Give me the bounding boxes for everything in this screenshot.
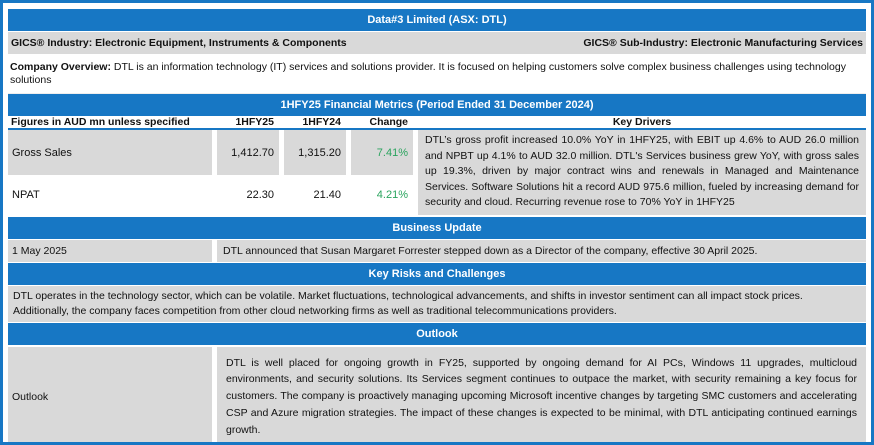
npat-metric-cell: NPAT bbox=[8, 175, 212, 216]
company-overview-text: DTL is an information technology (IT) se… bbox=[10, 61, 846, 87]
gross-sales-1hfy24-value: 1,315.20 bbox=[284, 130, 346, 176]
gics-industry-label: GICS® Industry: Electronic Equipment, In… bbox=[11, 37, 347, 49]
financial-metrics-header: 1HFY25 Financial Metrics (Period Ended 3… bbox=[8, 94, 866, 117]
key-risks-text: DTL operates in the technology sector, w… bbox=[8, 286, 866, 322]
key-risks-header: Key Risks and Challenges bbox=[8, 263, 866, 286]
outlook-label-cell: Outlook bbox=[8, 346, 212, 442]
outlook-header: Outlook bbox=[8, 322, 866, 345]
gross-sales-metric-cell: Gross Sales bbox=[8, 130, 212, 176]
column-header-change: Change bbox=[369, 116, 408, 129]
column-header-1hfy24: 1HFY24 bbox=[302, 116, 341, 129]
key-drivers-header: Key Drivers bbox=[612, 116, 672, 129]
title-bar: Data#3 Limited (ASX: DTL) bbox=[8, 9, 866, 31]
npat-change-value: 4.21% bbox=[351, 175, 413, 216]
npat-1hfy25-value: 22.30 bbox=[217, 175, 279, 216]
company-overview-label: Company Overview: bbox=[10, 61, 111, 73]
npat-1hfy24-value: 21.40 bbox=[284, 175, 346, 216]
gross-sales-change-value: 7.41% bbox=[351, 130, 413, 176]
financial-table-body: Gross Sales 1,412.70 1,315.20 7.41% DTL’… bbox=[8, 130, 866, 216]
business-update-header: Business Update bbox=[8, 217, 866, 240]
industry-bar: GICS® Industry: Electronic Equipment, In… bbox=[8, 32, 866, 54]
outlook-text: DTL is well placed for ongoing growth in… bbox=[217, 346, 866, 442]
financial-table-header-row: Figures in AUD mn unless specified 1HFY2… bbox=[8, 116, 866, 131]
company-overview: Company Overview: DTL is an information … bbox=[8, 54, 866, 95]
business-update-date: 1 May 2025 bbox=[8, 240, 212, 263]
business-update-text: DTL announced that Susan Margaret Forres… bbox=[217, 240, 866, 263]
business-update-row: 1 May 2025 DTL announced that Susan Marg… bbox=[8, 240, 866, 263]
column-header-1hfy25: 1HFY25 bbox=[235, 116, 274, 129]
column-header-metric: Figures in AUD mn unless specified bbox=[11, 116, 190, 129]
gics-sub-industry-label: GICS® Sub-Industry: Electronic Manufactu… bbox=[583, 37, 863, 49]
key-drivers-text: DTL’s gross profit increased 10.0% YoY i… bbox=[418, 130, 866, 216]
gross-sales-1hfy25-value: 1,412.70 bbox=[217, 130, 279, 176]
outlook-row: Outlook DTL is well placed for ongoing g… bbox=[8, 346, 866, 442]
